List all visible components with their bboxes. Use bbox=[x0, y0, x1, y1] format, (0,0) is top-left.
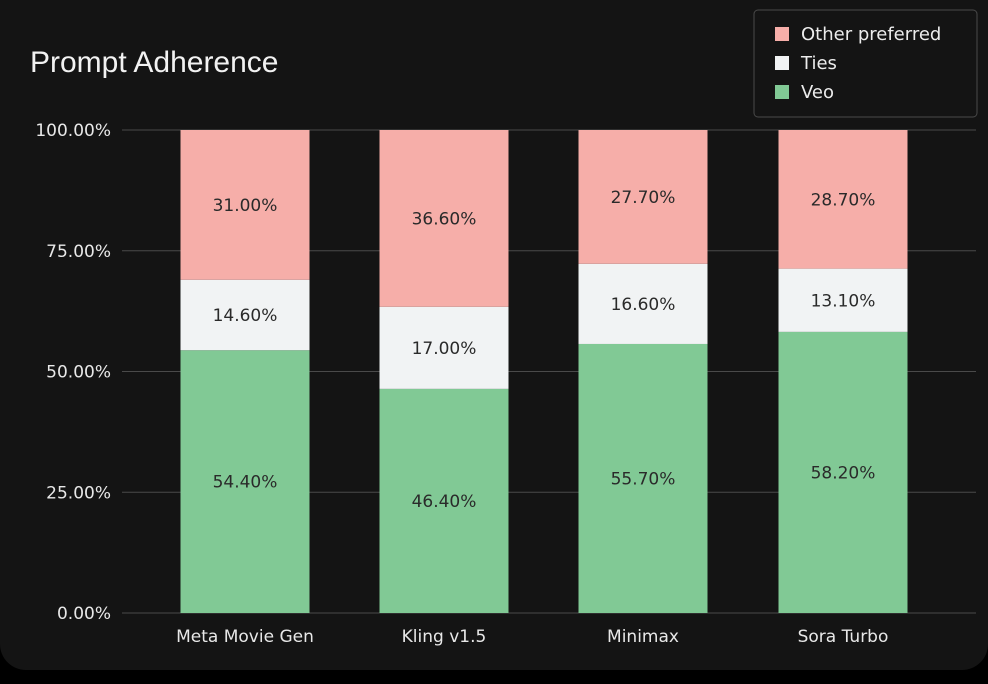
bar-value-label: 36.60% bbox=[412, 209, 477, 229]
bar-segment-other-preferred bbox=[778, 130, 908, 269]
bar-value-label: 13.10% bbox=[811, 291, 876, 311]
x-category-label: Kling v1.5 bbox=[402, 627, 487, 647]
legend-swatch bbox=[775, 56, 789, 70]
y-tick-label: 50.00% bbox=[46, 363, 111, 383]
bar-value-label: 17.00% bbox=[412, 339, 477, 359]
bars: 54.40% 14.60% 31.00% 46.40% 17.00% 36.60% 55.7… bbox=[180, 130, 908, 613]
bar-value-label: 58.20% bbox=[811, 463, 876, 483]
bar-value-label: 55.70% bbox=[611, 469, 676, 489]
x-category-label: Minimax bbox=[607, 627, 679, 647]
bar-value-label: 28.70% bbox=[811, 190, 876, 210]
y-tick-label: 75.00% bbox=[46, 242, 111, 262]
bar-segment-ties bbox=[578, 263, 708, 344]
bar-segment-veo bbox=[180, 350, 310, 613]
x-category-label: Sora Turbo bbox=[798, 627, 889, 647]
bar-value-label: 16.60% bbox=[611, 295, 676, 315]
x-category-label: Meta Movie Gen bbox=[176, 627, 314, 647]
bar-segment-other-preferred bbox=[578, 130, 708, 264]
bar-segment-ties bbox=[180, 279, 310, 351]
bar-segment-other-preferred bbox=[180, 130, 310, 280]
bar-value-label: 27.70% bbox=[611, 188, 676, 208]
legend-label: Ties bbox=[800, 53, 837, 74]
chart-svg: Prompt Adherence 0.00% 25.00% 50.00% 75.00%… bbox=[30, 9, 978, 647]
bar-value-label: 31.00% bbox=[213, 196, 278, 216]
chart-card: Prompt Adherence 0.00% 25.00% 50.00% 75.00%… bbox=[0, 0, 988, 670]
bar-value-label: 46.40% bbox=[412, 492, 477, 512]
legend-label: Veo bbox=[801, 82, 834, 103]
bar-value-label: 14.60% bbox=[213, 306, 278, 326]
y-axis-ticks: 0.00% 25.00% 50.00% 75.00% 100.00% bbox=[35, 121, 111, 624]
bar-segment-veo bbox=[379, 388, 509, 613]
bar-segment-ties bbox=[778, 268, 908, 332]
bar-segment-ties bbox=[379, 306, 509, 389]
bar-segment-veo bbox=[778, 331, 908, 613]
y-tick-label: 0.00% bbox=[57, 604, 111, 624]
bar-segment-other-preferred bbox=[379, 130, 509, 307]
legend-swatch bbox=[775, 27, 789, 41]
x-axis-categories: Meta Movie Gen Kling v1.5 Minimax Sora Turb… bbox=[176, 627, 888, 647]
legend-swatch bbox=[775, 85, 789, 99]
legend: Other preferred Ties Veo bbox=[753, 9, 978, 118]
bar-segment-veo bbox=[578, 343, 708, 613]
legend-label: Other preferred bbox=[801, 24, 941, 45]
y-tick-label: 25.00% bbox=[46, 483, 111, 503]
y-tick-label: 100.00% bbox=[35, 121, 111, 141]
chart-title: Prompt Adherence bbox=[30, 46, 278, 79]
legend-box bbox=[753, 9, 978, 118]
bar-value-label: 54.40% bbox=[213, 473, 278, 493]
